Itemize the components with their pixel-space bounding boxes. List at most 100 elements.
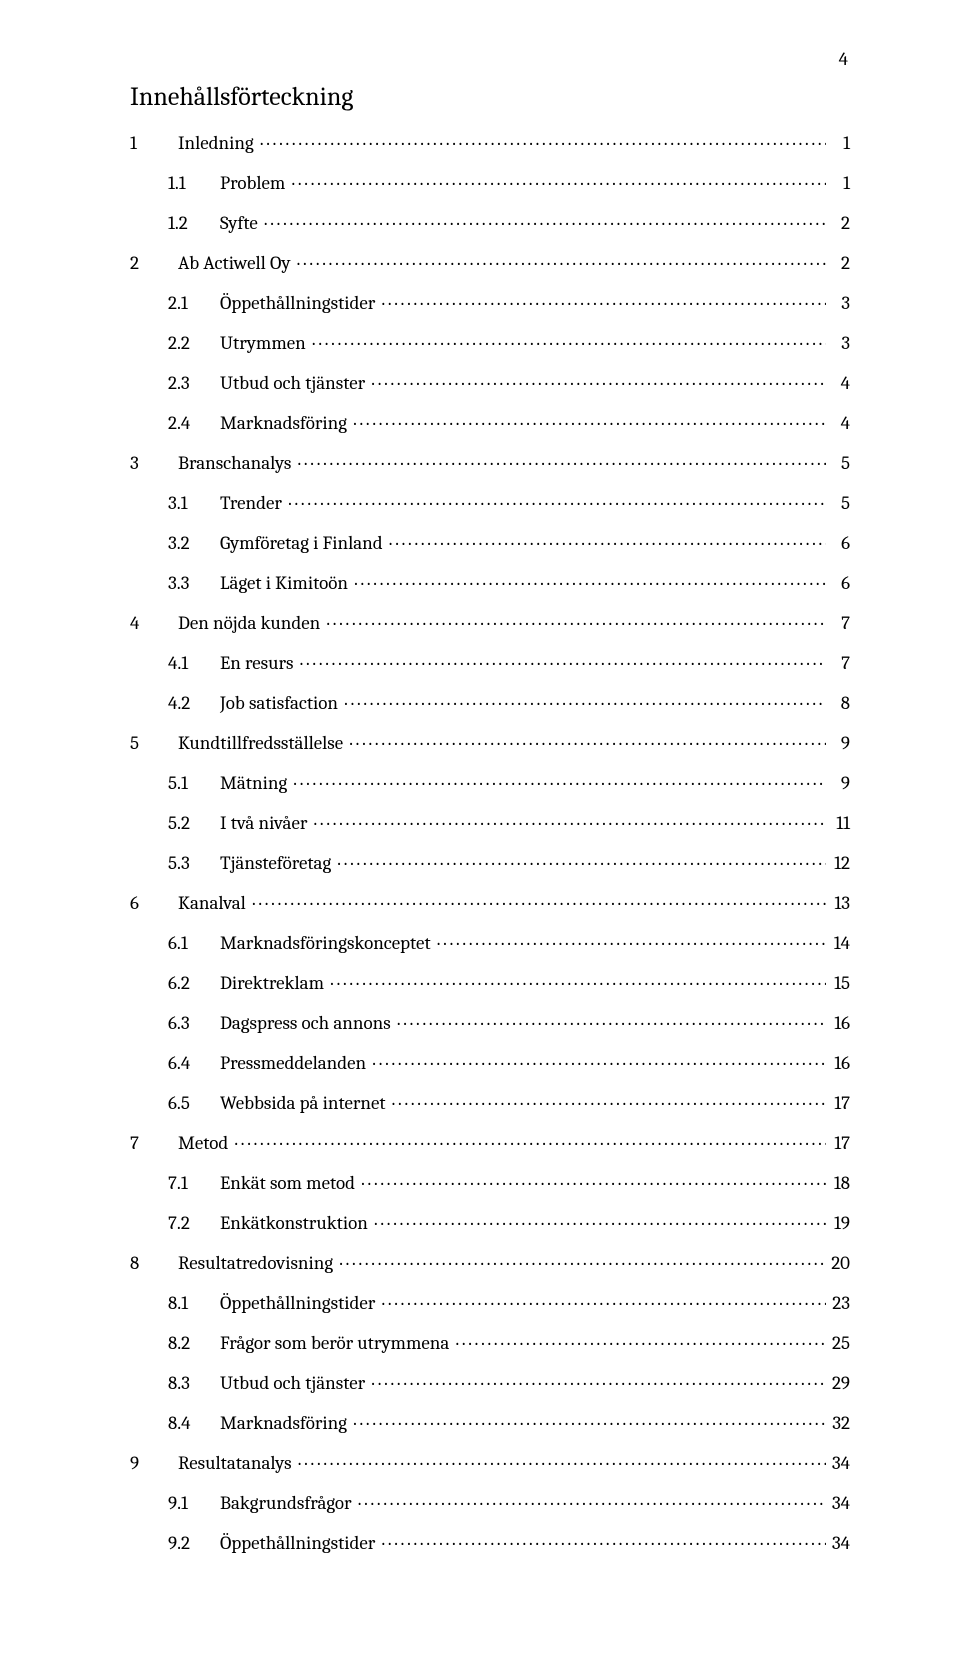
toc-entry-page: 4 <box>826 414 850 433</box>
toc-entry-label: Enkät som metod <box>220 1174 361 1193</box>
toc-entry-page: 29 <box>826 1374 850 1393</box>
toc-entry: 7.2Enkätkonstruktion19 <box>130 1210 850 1233</box>
toc-entry-page: 17 <box>826 1134 850 1153</box>
toc-entry: 4.1En resurs7 <box>130 650 850 673</box>
toc-leader <box>372 1050 826 1069</box>
toc-entry-number: 7 <box>130 1134 178 1153</box>
toc-leader <box>374 1210 826 1229</box>
toc-leader <box>437 930 826 949</box>
toc-leader <box>313 810 826 829</box>
toc-entry-page: 9 <box>826 734 850 753</box>
toc-entry: 9Resultatanalys 34 <box>130 1450 850 1473</box>
toc-entry-label: Trender <box>220 494 288 513</box>
toc-leader <box>397 1010 826 1029</box>
toc-entry-number: 5.3 <box>168 854 220 873</box>
toc-entry-number: 9.2 <box>168 1534 220 1553</box>
toc-entry-page: 16 <box>826 1014 850 1033</box>
toc-entry-label: Marknadsföring <box>220 1414 353 1433</box>
toc-leader <box>358 1490 826 1509</box>
toc-entry: 5.3Tjänsteföretag12 <box>130 850 850 873</box>
toc-entry: 6.5Webbsida på internet17 <box>130 1090 850 1113</box>
toc-entry-number: 6.3 <box>168 1014 220 1033</box>
toc-entry-page: 1 <box>826 174 850 193</box>
toc-entry-label: Enkätkonstruktion <box>220 1214 374 1233</box>
toc-entry-label: Direktreklam <box>220 974 330 993</box>
toc-entry-label: Öppethållningstider <box>220 1534 381 1553</box>
toc-entry-number: 4.2 <box>168 694 220 713</box>
toc-entry: 5.1Mätning9 <box>130 770 850 793</box>
toc-entry: 4.2Job satisfaction8 <box>130 690 850 713</box>
toc-leader <box>298 1450 826 1469</box>
toc-entry-number: 2.1 <box>168 294 220 313</box>
toc-entry-label: Frågor som berör utrymmena <box>220 1334 455 1353</box>
toc-entry-number: 6.2 <box>168 974 220 993</box>
toc-leader <box>353 1410 826 1429</box>
toc-entry-page: 7 <box>826 614 850 633</box>
toc-entry: 1.2Syfte2 <box>130 210 850 233</box>
toc-entry: 7Metod17 <box>130 1130 850 1153</box>
toc-entry-page: 3 <box>826 294 850 313</box>
toc-entry-page: 5 <box>826 454 850 473</box>
toc-entry-label: Utbud och tjänster <box>220 1374 371 1393</box>
toc-entry: 3.3Läget i Kimitoön 6 <box>130 570 850 593</box>
toc-entry-label: Läget i Kimitoön <box>220 574 354 593</box>
toc-entry-page: 16 <box>826 1054 850 1073</box>
toc-entry: 3.1Trender5 <box>130 490 850 513</box>
toc-entry-page: 34 <box>826 1454 850 1473</box>
toc-leader <box>354 570 826 589</box>
toc-entry-number: 8.1 <box>168 1294 220 1313</box>
toc-entry: 8.4Marknadsföring32 <box>130 1410 850 1433</box>
toc-entry-number: 2.3 <box>168 374 220 393</box>
toc-entry-page: 25 <box>826 1334 850 1353</box>
toc-leader <box>381 1290 826 1309</box>
toc-entry-number: 3.3 <box>168 574 220 593</box>
toc-entry-number: 1.2 <box>168 214 220 233</box>
toc-leader <box>296 250 826 269</box>
toc-entry: 6.3Dagspress och annons 16 <box>130 1010 850 1033</box>
toc-entry-number: 3.1 <box>168 494 220 513</box>
toc-entry-number: 9.1 <box>168 1494 220 1513</box>
toc-entry-label: Job satisfaction <box>220 694 344 713</box>
toc-entry: 2.1Öppethållningstider3 <box>130 290 850 313</box>
toc-entry-label: Kanalval <box>178 894 252 913</box>
toc-entry-page: 34 <box>826 1534 850 1553</box>
toc-entry-number: 2.4 <box>168 414 220 433</box>
toc-entry-page: 6 <box>826 534 850 553</box>
toc-entry-label: Branschanalys <box>178 454 297 473</box>
toc-entry: 5Kundtillfredsställelse 9 <box>130 730 850 753</box>
toc-entry-number: 5 <box>130 734 178 753</box>
toc-entry-number: 3 <box>130 454 178 473</box>
toc-entry-label: Pressmeddelanden <box>220 1054 372 1073</box>
toc-entry-number: 5.2 <box>168 814 220 833</box>
toc-leader <box>389 530 826 549</box>
toc-entry-page: 6 <box>826 574 850 593</box>
toc-leader <box>339 1250 825 1269</box>
toc-entry-label: Bakgrundsfrågor <box>220 1494 358 1513</box>
toc-entry-page: 18 <box>826 1174 850 1193</box>
toc-entry: 6.4Pressmeddelanden16 <box>130 1050 850 1073</box>
toc-entry-label: Kundtillfredsställelse <box>178 734 349 753</box>
toc-leader <box>371 370 826 389</box>
toc-entry-label: Resultatredovisning <box>178 1254 339 1273</box>
toc-entry: 6.1Marknadsföringskonceptet14 <box>130 930 850 953</box>
toc-leader <box>252 890 826 909</box>
toc-entry-number: 7.1 <box>168 1174 220 1193</box>
toc-entry-label: Webbsida på internet <box>220 1094 392 1113</box>
toc-entry-page: 14 <box>826 934 850 953</box>
toc-entry-label: En resurs <box>220 654 299 673</box>
toc-entry-number: 9 <box>130 1454 178 1473</box>
toc-leader <box>264 210 826 229</box>
toc-entry-label: Resultatanalys <box>178 1454 298 1473</box>
toc-entry-label: Marknadsföringskonceptet <box>220 934 437 953</box>
toc-leader <box>234 1130 826 1149</box>
toc-entry-page: 9 <box>826 774 850 793</box>
toc-entry-number: 4.1 <box>168 654 220 673</box>
toc-entry-page: 12 <box>826 854 850 873</box>
toc-entry-label: Dagspress och annons <box>220 1014 397 1033</box>
toc-entry-number: 8.4 <box>168 1414 220 1433</box>
toc-entry: 9.1Bakgrundsfrågor34 <box>130 1490 850 1513</box>
toc-list: 1Inledning11.1Problem11.2Syfte22Ab Actiw… <box>130 130 850 1553</box>
toc-entry-label: Problem <box>220 174 291 193</box>
toc-entry-number: 5.1 <box>168 774 220 793</box>
toc-entry-page: 2 <box>826 254 850 273</box>
